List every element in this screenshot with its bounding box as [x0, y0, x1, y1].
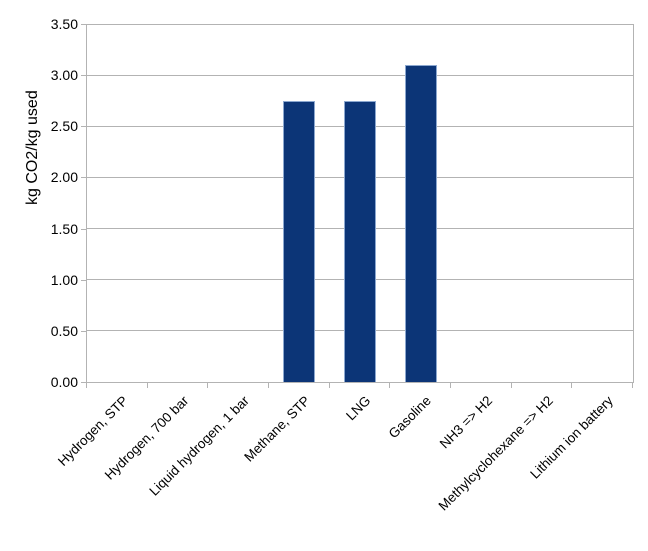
bar-gasoline: [405, 65, 437, 382]
y-tick-label: 3.00: [50, 67, 78, 84]
gridline: [87, 23, 633, 25]
x-tick-mark: [147, 383, 148, 388]
x-tick-label: LNG: [343, 393, 374, 424]
y-tick-label: 0.50: [50, 322, 78, 339]
x-tick-mark: [571, 383, 572, 388]
gridline: [87, 74, 633, 76]
bar-methane-stp: [283, 101, 315, 382]
y-tick-mark: [81, 75, 86, 77]
y-tick-mark: [81, 279, 86, 281]
x-tick-label: Methane, STP: [241, 393, 313, 465]
y-tick-label: 0.00: [50, 374, 78, 390]
x-tick-mark: [268, 383, 269, 388]
x-tick-label: Liquid hydrogen, 1 bar: [146, 393, 253, 499]
x-tick-mark: [632, 383, 633, 388]
y-tick-label: 2.00: [50, 169, 78, 186]
x-tick-mark: [389, 383, 390, 388]
x-tick-label: NH3 => H2: [436, 393, 495, 452]
x-tick-mark: [511, 383, 512, 388]
y-tick-mark: [81, 382, 86, 383]
y-tick-label: 1.00: [50, 271, 78, 288]
y-axis-title: kg CO2/kg used: [24, 90, 41, 205]
bar-lng: [344, 101, 376, 382]
y-tick-label: 3.50: [50, 16, 78, 32]
y-tick-mark: [81, 330, 86, 332]
x-tick-mark: [450, 383, 451, 388]
y-tick-label: 2.50: [50, 118, 78, 135]
y-tick-mark: [81, 126, 86, 128]
x-tick-mark: [86, 383, 87, 388]
x-tick-mark: [329, 383, 330, 388]
x-tick-label: Methylcyclohexane => H2: [435, 393, 556, 514]
y-tick-label: 1.50: [50, 220, 78, 237]
y-tick-mark: [81, 228, 86, 230]
plot-area: [86, 23, 634, 383]
x-tick-mark: [207, 383, 208, 388]
y-tick-mark: [81, 177, 86, 179]
x-tick-label: Gasoline: [385, 393, 435, 442]
y-tick-mark: [81, 24, 86, 25]
